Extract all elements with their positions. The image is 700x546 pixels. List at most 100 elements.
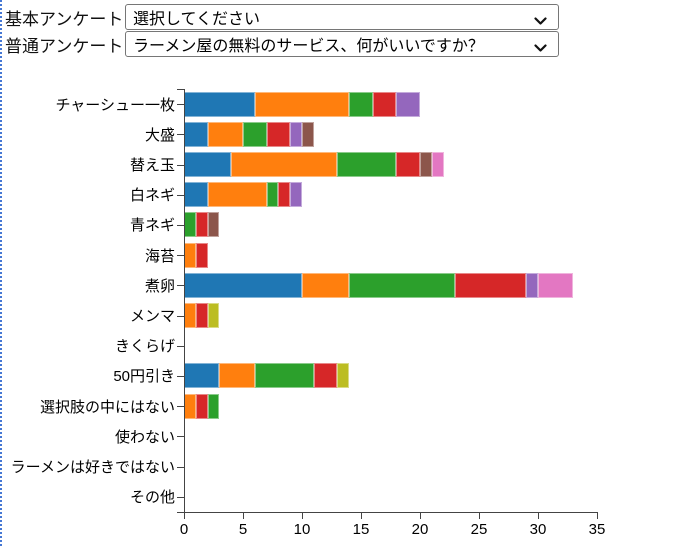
bar-segment-green (266, 182, 279, 208)
normal-survey-row: 普通アンケート ラーメン屋の無料のサービス、何がいいですか？ (5, 31, 559, 57)
bar-segment-pink (538, 272, 574, 298)
bar-segment-blue (184, 121, 208, 147)
bar-segment-brown (207, 212, 220, 238)
chevron-down-icon (534, 13, 547, 31)
x-axis-tick (361, 511, 362, 519)
y-axis-tick (177, 496, 184, 498)
y-axis-cap (177, 511, 184, 513)
y-axis-line (184, 89, 185, 512)
bar-segment-olive (337, 363, 350, 389)
category-label: 替え玉 (129, 156, 175, 174)
x-axis-tick (479, 511, 480, 519)
bar-segment-orange (184, 242, 196, 268)
x-axis-tick (302, 511, 303, 519)
bar-segment-blue (184, 91, 255, 117)
x-tick-label: 0 (179, 520, 189, 538)
normal-survey-label: 普通アンケート (5, 36, 124, 56)
bar-segment-brown (420, 152, 432, 177)
bar-segment-orange (184, 303, 196, 328)
bar-segment-red (195, 393, 208, 419)
x-axis-tick (243, 511, 244, 519)
bar-segment-red (195, 303, 208, 328)
x-tick-label: 30 (529, 520, 547, 538)
category-label: 50円引き (113, 368, 175, 386)
y-axis-tick (177, 194, 184, 196)
bar-segment-red (195, 242, 208, 268)
y-axis-tick (177, 436, 184, 438)
basic-survey-selected-value: 選択してください (133, 11, 261, 28)
bar-segment-orange (207, 182, 267, 208)
bar-segment-red (455, 272, 527, 298)
normal-survey-selected-value: ラーメン屋の無料のサービス、何がいいですか？ (133, 38, 484, 55)
y-axis-tick (177, 466, 184, 468)
category-label: メンマ (129, 307, 175, 325)
y-axis-tick (177, 315, 184, 317)
bar-segment-green (243, 121, 267, 147)
category-label: きくらげ (114, 338, 175, 356)
bar-segment-purple (526, 272, 538, 298)
y-axis-tick (177, 224, 184, 226)
basic-survey-label: 基本アンケート (5, 9, 124, 29)
bar-segment-green (207, 393, 220, 419)
category-label: 煮卵 (144, 277, 175, 295)
y-axis-tick (177, 164, 184, 166)
bar-segment-orange (254, 91, 350, 117)
category-label: 使わない (114, 428, 175, 446)
x-tick-label: 20 (411, 520, 429, 538)
bar-segment-red (372, 91, 397, 117)
x-axis-line (184, 511, 598, 513)
category-label: その他 (129, 489, 175, 507)
category-label: 海苔 (144, 247, 175, 265)
x-axis-tick (420, 511, 421, 519)
x-tick-label: 10 (293, 520, 311, 538)
bar-segment-orange (231, 152, 338, 177)
bar-segment-purple (290, 182, 302, 208)
bar-segment-red (266, 121, 291, 147)
x-tick-label: 35 (588, 520, 606, 538)
y-axis-tick (177, 255, 184, 257)
category-label: チャーシュー一枚 (55, 96, 175, 114)
y-axis-tick (177, 406, 184, 408)
category-label: ラーメンは好きではない (10, 458, 175, 476)
x-tick-label: 5 (238, 520, 248, 538)
bar-segment-orange (207, 121, 243, 147)
x-axis-tick (184, 511, 185, 519)
bar-segment-orange (219, 363, 255, 389)
basic-survey-select[interactable]: 選択してください (125, 4, 559, 30)
bar-segment-orange (302, 272, 350, 298)
y-axis-tick (177, 104, 184, 106)
bar-segment-red (278, 182, 291, 208)
bar-segment-orange (184, 393, 196, 419)
bar-segment-blue (184, 363, 220, 389)
bar-segment-green (254, 363, 314, 389)
category-label: 大盛 (144, 126, 175, 144)
bar-segment-green (184, 212, 196, 238)
y-axis-cap (177, 89, 184, 90)
bar-segment-green (349, 91, 373, 117)
chevron-down-icon (534, 40, 547, 58)
x-axis-tick (538, 511, 539, 519)
bar-segment-purple (290, 121, 302, 147)
bar-segment-green (349, 272, 456, 298)
category-label: 青ネギ (129, 217, 175, 235)
category-label: 白ネギ (129, 187, 175, 205)
bar-segment-blue (184, 152, 232, 177)
x-tick-label: 15 (352, 520, 370, 538)
bar-segment-red (195, 212, 208, 238)
y-axis-tick (177, 134, 184, 136)
bar-segment-brown (302, 121, 314, 147)
category-label: 選択肢の中にはない (39, 398, 175, 416)
normal-survey-select[interactable]: ラーメン屋の無料のサービス、何がいいですか？ (125, 31, 559, 57)
bar-segment-blue (184, 182, 208, 208)
bar-segment-green (337, 152, 397, 177)
bar-segment-red (313, 363, 338, 389)
x-tick-label: 25 (470, 520, 488, 538)
basic-survey-row: 基本アンケート 選択してください (5, 4, 559, 30)
bar-segment-red (396, 152, 420, 177)
y-axis-tick (177, 375, 184, 377)
bar-segment-olive (207, 303, 220, 328)
y-axis-tick (177, 285, 184, 287)
bar-segment-purple (396, 91, 420, 117)
